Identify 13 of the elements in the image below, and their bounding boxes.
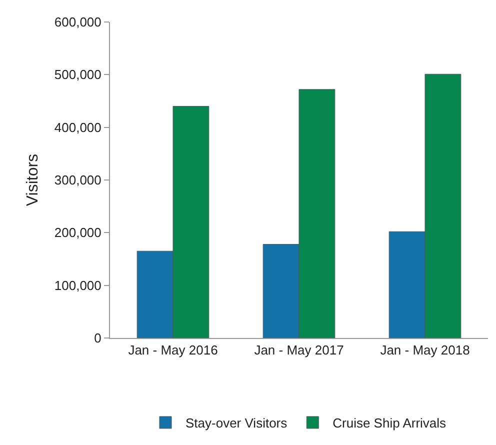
x-tick-label: Jan - May 2018 (380, 342, 470, 358)
y-tick-label: 600,000 (54, 14, 102, 30)
y-axis-title: Visitors (24, 154, 42, 206)
x-tick-label: Jan - May 2017 (254, 342, 344, 358)
y-tick-label: 300,000 (54, 172, 102, 188)
y-tick-label: 200,000 (54, 225, 102, 240)
y-tick-label: 500,000 (54, 67, 102, 82)
x-tick-label: Jan - May 2016 (128, 342, 218, 358)
y-tick-label: 400,000 (54, 120, 102, 135)
legend-label: Cruise Ship Arrivals (332, 416, 447, 431)
legend-label: Stay-over Visitors (186, 416, 288, 431)
y-tick-label: 100,000 (54, 278, 102, 293)
y-tick-label: 0 (94, 330, 102, 346)
